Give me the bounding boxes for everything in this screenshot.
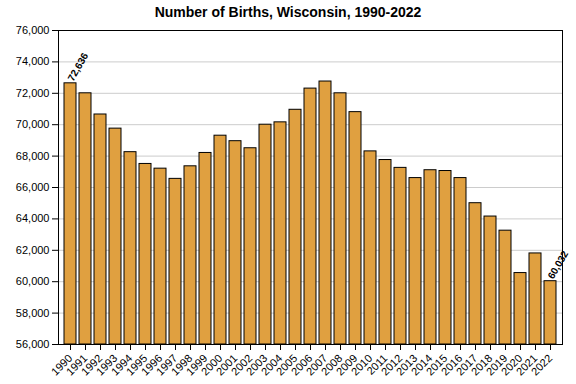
svg-text:2015: 2015 (423, 351, 450, 378)
svg-text:2021: 2021 (513, 351, 540, 378)
svg-text:2007: 2007 (303, 351, 330, 378)
svg-text:60,032: 60,032 (545, 248, 570, 280)
svg-text:68,000: 68,000 (16, 150, 50, 162)
svg-text:1992: 1992 (78, 351, 105, 378)
html-text:Number of Births, Wisconsin, 1: Number of Births, Wisconsin, 1990-2022 (154, 4, 422, 20)
svg-text:2009: 2009 (333, 351, 360, 378)
svg-text:2013: 2013 (393, 351, 420, 378)
svg-text:2010: 2010 (348, 351, 375, 378)
svg-text:2022: 2022 (529, 352, 555, 378)
svg-text:2018: 2018 (468, 351, 495, 378)
svg-text:74,000: 74,000 (16, 55, 50, 67)
svg-text:2003: 2003 (243, 351, 270, 378)
svg-text:2012: 2012 (378, 351, 405, 378)
svg-text:1991: 1991 (63, 351, 90, 378)
svg-text:66,000: 66,000 (16, 181, 50, 193)
svg-text:62,000: 62,000 (16, 244, 50, 256)
svg-text:2002: 2002 (228, 351, 255, 378)
svg-text:2008: 2008 (318, 351, 345, 378)
svg-text:2014: 2014 (408, 351, 435, 378)
svg-text:1993: 1993 (93, 351, 120, 378)
svg-text:2020: 2020 (498, 351, 525, 378)
svg-text:1996: 1996 (138, 351, 165, 378)
svg-text:58,000: 58,000 (16, 307, 50, 319)
svg-text:2004: 2004 (258, 351, 285, 378)
svg-text:60,000: 60,000 (16, 275, 50, 287)
svg-text:70,000: 70,000 (16, 118, 50, 130)
svg-text:56,000: 56,000 (16, 338, 50, 350)
svg-text:1990: 1990 (48, 351, 75, 378)
svg-text:2017: 2017 (453, 351, 480, 378)
svg-text:1995: 1995 (123, 351, 150, 378)
svg-text:1998: 1998 (168, 351, 195, 378)
svg-text:2000: 2000 (198, 351, 225, 378)
svg-text:1997: 1997 (153, 351, 180, 378)
svg-text:2019: 2019 (483, 351, 510, 378)
svg-text:2005: 2005 (273, 351, 300, 378)
svg-text:2006: 2006 (288, 351, 315, 378)
svg-text:2016: 2016 (438, 351, 465, 378)
svg-text:2011: 2011 (364, 351, 390, 377)
svg-text:1999: 1999 (183, 351, 210, 378)
svg-text:1994: 1994 (108, 351, 135, 378)
svg-text:72,636: 72,636 (65, 51, 90, 83)
svg-text:2001: 2001 (213, 351, 240, 378)
svg-text:64,000: 64,000 (16, 212, 50, 224)
svg-text:72,000: 72,000 (16, 87, 50, 99)
svg-text:76,000: 76,000 (16, 24, 50, 36)
